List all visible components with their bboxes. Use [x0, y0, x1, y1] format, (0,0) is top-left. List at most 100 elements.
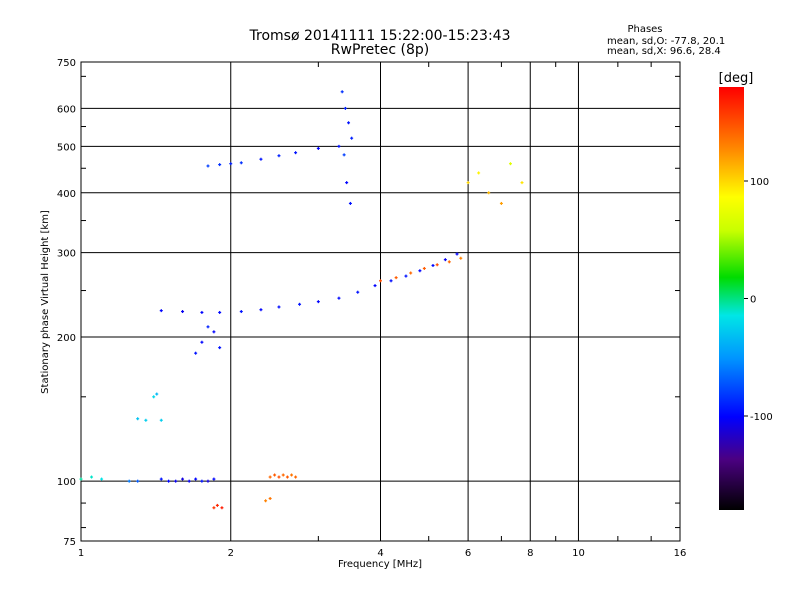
data-point — [136, 479, 140, 483]
data-point — [194, 477, 198, 481]
colorbar-tick-label: 0 — [750, 295, 756, 306]
phases-line-x: mean, sd,X: 96.6, 28.4 — [607, 46, 721, 57]
x-tick-label: 10 — [572, 548, 585, 559]
colorbar-ticks: 100 0 -100 — [744, 177, 773, 423]
data-point — [268, 496, 272, 500]
data-point — [264, 499, 268, 503]
data-point — [152, 395, 156, 399]
data-point — [348, 201, 352, 205]
x-tick-label: 8 — [527, 548, 533, 559]
x-tick-label: 2 — [228, 548, 234, 559]
y-tick-label: 75 — [63, 537, 76, 548]
data-point — [431, 263, 435, 267]
data-point — [373, 284, 377, 288]
data-point — [239, 310, 243, 314]
data-point — [181, 477, 185, 481]
data-point — [212, 477, 216, 481]
data-point — [259, 157, 263, 161]
x-tick-label: 6 — [465, 548, 471, 559]
data-point — [167, 479, 171, 483]
x-tick-label: 1 — [78, 548, 84, 559]
data-point — [79, 477, 83, 481]
data-point — [298, 302, 302, 306]
data-point — [379, 279, 382, 283]
data-point — [259, 308, 263, 312]
data-point — [281, 473, 285, 477]
series-group — [268, 473, 298, 479]
series-group — [136, 392, 163, 422]
data-point — [239, 161, 243, 165]
data-point — [206, 479, 210, 483]
y-tick-label: 100 — [57, 477, 76, 488]
data-point — [215, 503, 219, 507]
y-tick-label: 200 — [57, 333, 76, 344]
series-group — [159, 252, 459, 314]
data-point — [499, 201, 503, 205]
x-axis-label: Frequency [MHz] — [338, 559, 422, 570]
data-point — [343, 106, 347, 110]
data-point — [200, 310, 204, 314]
y-tick-label: 400 — [57, 189, 76, 200]
y-tick-label: 750 — [57, 58, 76, 69]
y-axis-label: Stationary phase Virtual Height [km] — [40, 210, 51, 394]
data-point — [144, 418, 148, 422]
data-point — [90, 475, 94, 479]
data-point — [455, 252, 459, 256]
data-point — [273, 473, 277, 477]
data-point — [443, 258, 447, 262]
data-point — [200, 340, 204, 344]
data-point — [159, 309, 163, 313]
series-group — [340, 90, 354, 205]
data-point — [418, 269, 422, 273]
data-point — [290, 473, 294, 477]
colorbar-tick-label: 100 — [750, 177, 769, 188]
data-points — [79, 90, 524, 510]
data-point — [435, 263, 439, 267]
data-point — [466, 181, 470, 185]
data-point — [187, 479, 191, 483]
data-point — [277, 475, 281, 479]
grid — [81, 62, 680, 541]
data-point — [345, 181, 349, 185]
series-group — [206, 144, 341, 168]
data-point — [487, 191, 491, 195]
y-tick-label: 300 — [57, 249, 76, 260]
data-point — [277, 154, 281, 158]
data-point — [285, 475, 289, 479]
colorbar-label: [deg] — [719, 71, 754, 86]
data-point — [218, 346, 222, 350]
data-point — [212, 330, 216, 334]
data-point — [206, 164, 210, 168]
data-point — [389, 279, 393, 283]
data-point — [200, 479, 204, 483]
chart-title: Tromsø 20141111 15:22:00-15:23:43 — [249, 28, 511, 44]
data-point — [194, 351, 198, 355]
data-point — [206, 325, 210, 329]
data-point — [294, 151, 298, 155]
data-point — [422, 266, 426, 270]
data-point — [356, 290, 360, 294]
data-point — [277, 305, 281, 309]
x-tick-label: 4 — [377, 548, 383, 559]
series-group — [466, 162, 524, 205]
y-tick-label: 500 — [57, 142, 76, 153]
y-tick-label: 600 — [57, 104, 76, 115]
data-point — [459, 256, 463, 260]
data-point — [218, 310, 222, 314]
data-point — [127, 479, 131, 483]
data-point — [404, 274, 408, 278]
data-point — [447, 260, 451, 264]
data-point — [155, 392, 159, 396]
data-point — [477, 171, 481, 175]
chart-subtitle: RwPretec (8p) — [331, 42, 429, 58]
series-group — [379, 256, 463, 283]
data-point — [174, 479, 178, 483]
data-point — [159, 477, 163, 481]
data-point — [409, 271, 413, 275]
data-point — [347, 121, 351, 125]
data-point — [520, 181, 524, 185]
data-point — [220, 506, 224, 510]
series-group — [194, 325, 222, 355]
data-point — [337, 144, 341, 148]
